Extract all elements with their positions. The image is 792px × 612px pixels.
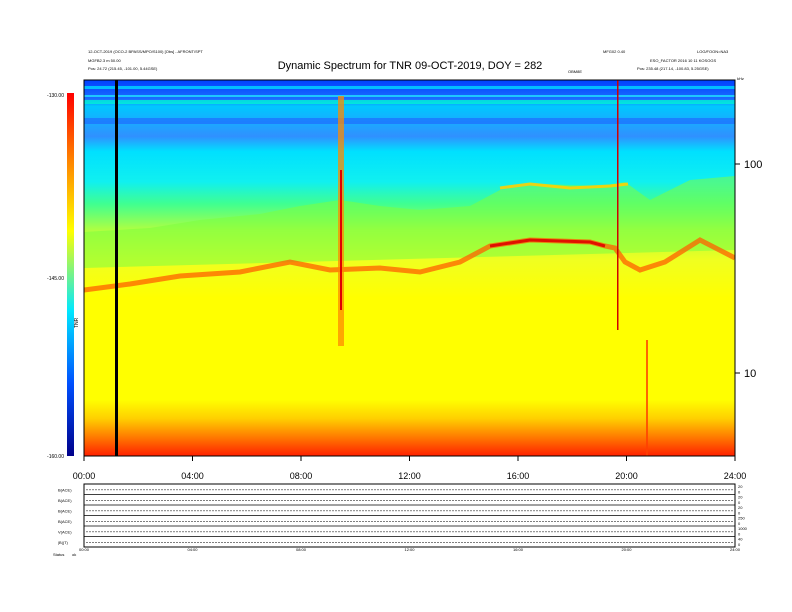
panel-range-label: 20 [738, 495, 743, 500]
panel-range-label: 0 [738, 500, 741, 505]
band-stripe [84, 95, 735, 97]
band-stripe [84, 118, 735, 124]
panel-label: B(ACE) [58, 498, 72, 503]
x-tick-label: 04:00 [181, 471, 204, 481]
left-position: Pos: 24.72 (215.45, -101.00, 5.44GSE) [88, 66, 158, 71]
x-tick-label: 00:00 [73, 471, 96, 481]
x-axis: 00:00 04:00 08:00 12:00 16:00 20:00 24:00 [73, 456, 747, 481]
panel-x-tick-label: 12:00 [404, 547, 415, 552]
colorbar-tick-top: -130.00 [47, 93, 64, 99]
red-streak [646, 340, 648, 456]
right-info-4: OBM8E [568, 69, 582, 74]
data-gap-line [115, 80, 118, 456]
panel-range-label: 0 [738, 511, 741, 516]
right-info-1: MFG02 0.40 [603, 49, 626, 54]
panel-label: V(ACE) [58, 529, 72, 534]
panel-x-tick-label: 20:00 [621, 547, 632, 552]
panel-x-tick-label: 04:00 [187, 547, 198, 552]
x-tick-label: 24:00 [724, 471, 747, 481]
panel-range-label: 1000 [738, 526, 748, 531]
panel-range-label: 40 [738, 537, 743, 542]
panel-range-label: 20 [738, 505, 743, 510]
red-vertical-line [617, 80, 619, 330]
panel-x-tick-label: 00:00 [79, 547, 90, 552]
left-info-2: MGFB2.3 m 50.00 [88, 58, 121, 63]
upper-band-line [499, 182, 629, 190]
band-stripe [84, 86, 735, 89]
colorbar-tick-bottom: -160.00 [47, 454, 64, 460]
colorbar-tick-mid: -145.00 [47, 276, 64, 282]
panel-range-label: 0 [738, 521, 741, 526]
band-stripe [84, 100, 735, 104]
bottom-panels: B(ACE)200B(ACE)200B(ACE)200B(ACE)2500V(A… [58, 483, 748, 552]
right-info-2: LOG/FOON=NA3 [697, 49, 729, 54]
right-position: Pos: 235.48 (217.14, -100.83, 5.25GSE) [637, 66, 709, 71]
x-tick-label: 16:00 [507, 471, 530, 481]
panel-range-label: 0 [738, 542, 741, 547]
green-band [84, 176, 735, 268]
panel-label: |B|(T) [58, 540, 69, 545]
panel-label: B(ACE) [58, 487, 72, 492]
plasma-line-core [489, 238, 606, 248]
right-info-3: ESO_FACTOR 2016 10 11 KOSOGS [650, 58, 716, 63]
footer-label: Status [53, 552, 64, 557]
burst-0930-core [340, 170, 342, 310]
panel-range-label: 20 [738, 484, 743, 489]
x-tick-label: 20:00 [615, 471, 638, 481]
panel-x-tick-label: 16:00 [513, 547, 524, 552]
colorbar [67, 93, 74, 456]
spectrogram [84, 80, 735, 456]
left-info-1: 12-OCT-2019 (OCO-2 BPASS/MPO/S100) [Obs]… [88, 49, 203, 54]
spectrogram-background [84, 80, 735, 456]
panel-x-tick-label: 08:00 [296, 547, 307, 552]
panel-label: B(ACE) [58, 519, 72, 524]
panel-x-tick-label: 24:00 [730, 547, 741, 552]
unit-label: kHz [737, 76, 744, 81]
panel-range-label: 0 [738, 490, 741, 495]
panel-range-label: 250 [738, 516, 745, 521]
footer-value: ok [72, 552, 76, 557]
y-tick-10: 10 [744, 368, 756, 380]
panel-range-label: 0 [738, 532, 741, 537]
x-tick-label: 08:00 [290, 471, 313, 481]
x-tick-label: 12:00 [398, 471, 421, 481]
chart-title: Dynamic Spectrum for TNR 09-OCT-2019, DO… [278, 60, 543, 72]
y-tick-100: 100 [744, 159, 762, 171]
panel-label: B(ACE) [58, 508, 72, 513]
colorbar-label: TNR [74, 317, 80, 328]
